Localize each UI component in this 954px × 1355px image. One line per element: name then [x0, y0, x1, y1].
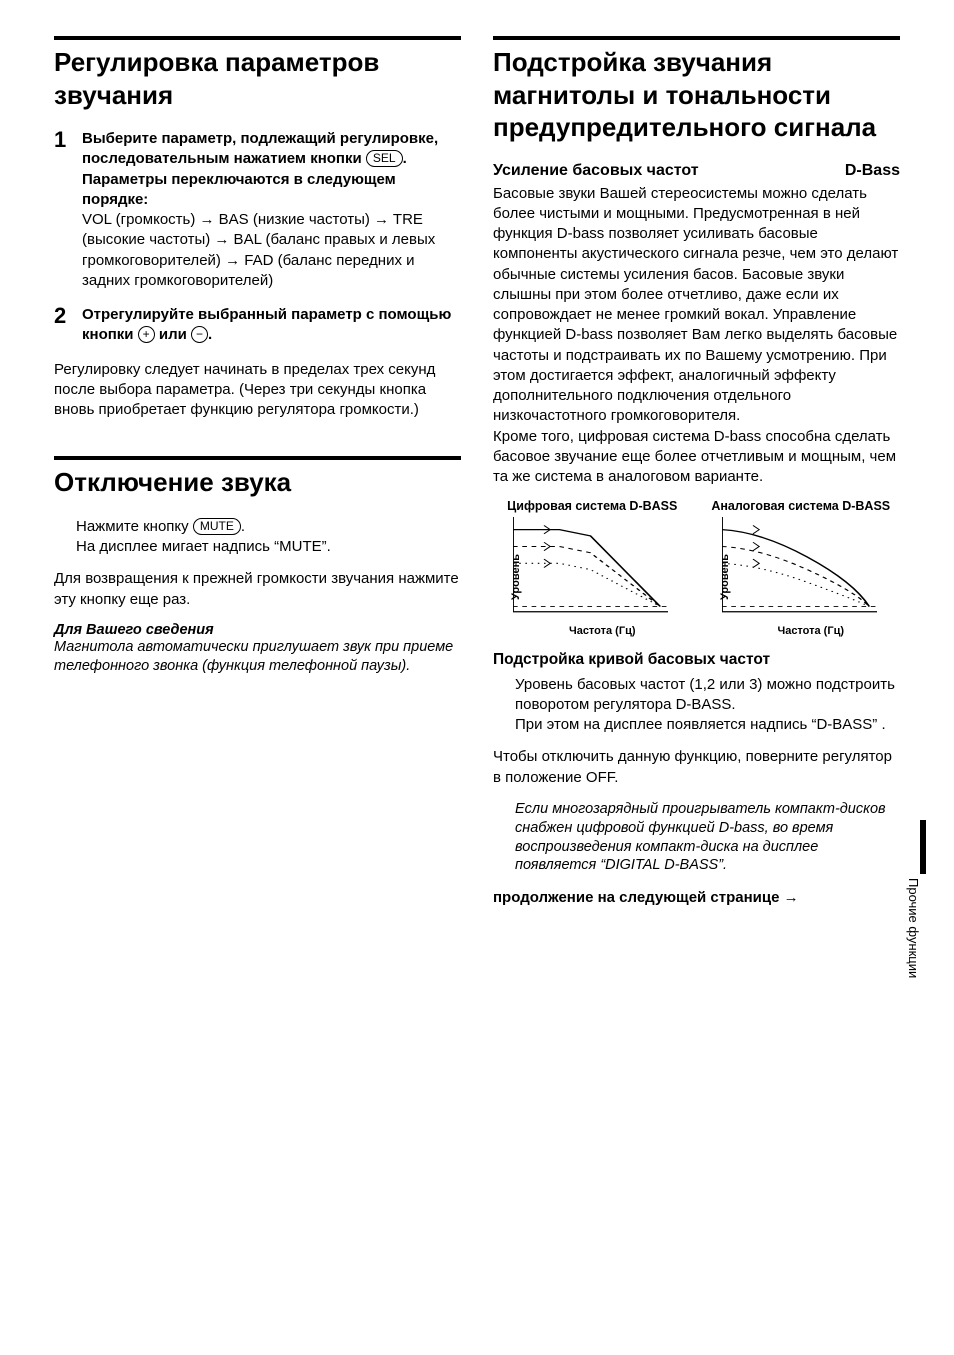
minus-key: −: [191, 326, 208, 343]
side-tab: Прочие функции: [906, 820, 926, 978]
x-axis-label: Частота (Гц): [722, 625, 901, 637]
dbass-sub-heading: Усиление басовых частот D-Bass: [493, 162, 900, 180]
step-body: Выберите параметр, подлежащий регулировк…: [82, 129, 461, 291]
continue-next-page: продолжение на следующей странице →: [493, 889, 900, 906]
plus-key: +: [138, 326, 155, 343]
analog-dbass-chart: Аналоговая система D-BASS Уровень Частот…: [702, 499, 901, 636]
fyi-body: Магнитола автоматически приглушает звук …: [54, 638, 461, 676]
side-tab-bar: [920, 820, 926, 874]
section-title-mute: Отключение звука: [54, 466, 461, 499]
step-1: 1 Выберите параметр, подлежащий регулиро…: [54, 129, 461, 291]
dbass-para1: Басовые звуки Вашей стереосистемы можно …: [493, 184, 900, 427]
digital-dbass-chart: Цифровая система D-BASS Уровень Частота …: [493, 499, 692, 636]
analog-chart-svg: [722, 517, 877, 617]
step1-sequence: VOL (громкость) → BAS (низкие частоты) →…: [82, 211, 435, 289]
step-2: 2 Отрегулируйте выбранный параметр с пом…: [54, 305, 461, 346]
side-tab-label: Прочие функции: [906, 878, 921, 978]
rule: [493, 36, 900, 40]
step-number: 2: [54, 305, 72, 346]
mute-press: Нажмите кнопку MUTE. На дисплее мигает н…: [76, 517, 461, 558]
dbass-curve-body: Уровень басовых частот (1,2 или 3) можно…: [515, 675, 900, 736]
mute-key: MUTE: [193, 518, 241, 535]
step-number: 1: [54, 129, 72, 291]
dbass-curve-heading: Подстройка кривой басовых частот: [493, 651, 900, 669]
rule: [54, 456, 461, 460]
dbass-charts: Цифровая система D-BASS Уровень Частота …: [493, 499, 900, 636]
section-title-adjust: Регулировка параметров звучания: [54, 46, 461, 111]
adjust-note: Регулировку следует начинать в пределах …: [54, 360, 461, 421]
right-column: Подстройка звучания магнитолы и тонально…: [493, 36, 900, 906]
dbass-para2: Кроме того, цифровая система D-bass спос…: [493, 427, 900, 488]
dbass-note: Если многозарядный проигрыватель компакт…: [515, 800, 900, 875]
dbass-off: Чтобы отключить данную функцию, повернит…: [493, 747, 900, 788]
fyi-title: Для Вашего сведения: [54, 622, 461, 638]
sel-key: SEL: [366, 150, 403, 167]
x-axis-label: Частота (Гц): [513, 625, 692, 637]
section-title-dbass: Подстройка звучания магнитолы и тонально…: [493, 46, 900, 144]
rule: [54, 36, 461, 40]
mute-restore: Для возвращения к прежней громкости звуч…: [54, 569, 461, 610]
step-body: Отрегулируйте выбранный параметр с помощ…: [82, 305, 461, 346]
left-column: Регулировка параметров звучания 1 Выбери…: [54, 36, 461, 906]
digital-chart-svg: [513, 517, 668, 617]
